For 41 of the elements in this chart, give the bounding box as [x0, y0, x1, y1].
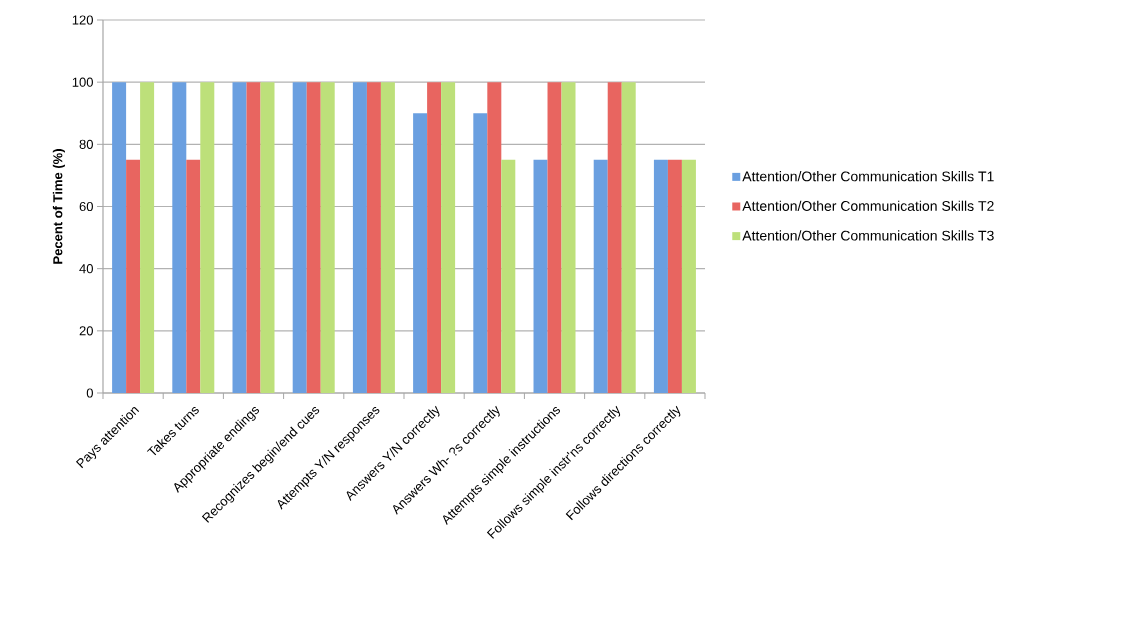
y-tick-label: 80 [79, 139, 93, 149]
bar [653, 159, 668, 393]
bar [561, 82, 576, 393]
bar [306, 82, 321, 393]
y-tick-label: 100 [72, 77, 93, 87]
bar [292, 82, 307, 393]
legend-label: Attention/Other Communication Skills T1 [742, 171, 994, 182]
legend-label: Attention/Other Communication Skills T2 [742, 200, 994, 211]
y-tick-label: 40 [79, 264, 93, 274]
bar [320, 82, 335, 393]
bar [621, 82, 636, 393]
bar [593, 159, 608, 393]
bar [473, 113, 488, 393]
bar [126, 159, 141, 393]
bar [140, 82, 155, 393]
bar [681, 159, 696, 393]
bar [172, 82, 187, 393]
legend-label: Attention/Other Communication Skills T3 [742, 230, 994, 241]
bar [667, 159, 682, 393]
bar [366, 82, 381, 393]
bar [186, 159, 201, 393]
bar [547, 82, 562, 393]
bar [501, 159, 516, 393]
bar [380, 82, 395, 393]
bar [112, 82, 127, 393]
y-tick-label: 0 [86, 388, 93, 398]
bar [427, 82, 442, 393]
y-axis-title: Pecent of Time (%) [52, 149, 65, 264]
bar [441, 82, 456, 393]
bar [200, 82, 215, 393]
y-tick-label: 60 [79, 201, 93, 212]
bar [260, 82, 275, 393]
bar [246, 82, 261, 393]
bar [352, 82, 367, 393]
bar [413, 113, 428, 393]
y-tick-label: 20 [79, 326, 93, 336]
y-tick-label: 120 [72, 15, 93, 25]
bar [232, 82, 247, 393]
bar [533, 159, 548, 393]
bar [607, 82, 622, 393]
bar [487, 82, 502, 393]
